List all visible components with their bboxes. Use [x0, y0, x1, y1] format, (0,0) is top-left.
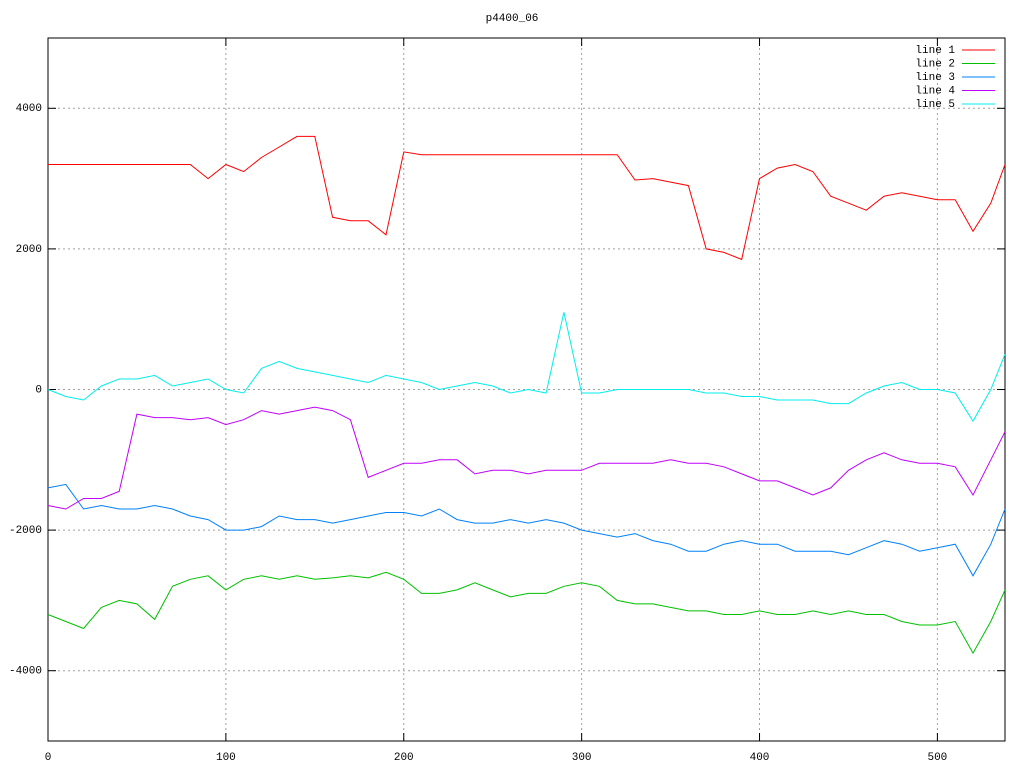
legend-label: line 2 — [915, 58, 955, 70]
y-tick-label: 2000 — [16, 244, 42, 256]
y-tick-label: 0 — [35, 384, 42, 396]
legend-label: line 5 — [915, 99, 955, 111]
y-tick-label: -2000 — [9, 525, 42, 537]
x-tick-label: 200 — [394, 752, 414, 764]
chart-title: p4400_06 — [486, 13, 539, 25]
x-tick-label: 0 — [45, 752, 52, 764]
data-line — [47, 483, 1006, 577]
x-tick-label: 500 — [927, 752, 947, 764]
data-line — [47, 312, 1006, 423]
data-line — [48, 135, 1006, 261]
x-tick-label: 100 — [216, 752, 236, 764]
x-tick-label: 400 — [750, 752, 770, 764]
legend-label: line 3 — [915, 72, 955, 84]
legend-label: line 1 — [915, 45, 955, 57]
y-tick-label: -4000 — [9, 666, 42, 678]
x-tick-label: 300 — [572, 752, 592, 764]
legend-label: line 4 — [915, 85, 955, 97]
data-line — [47, 406, 1006, 510]
data-line — [47, 571, 1006, 655]
y-tick-label: 4000 — [16, 103, 42, 115]
